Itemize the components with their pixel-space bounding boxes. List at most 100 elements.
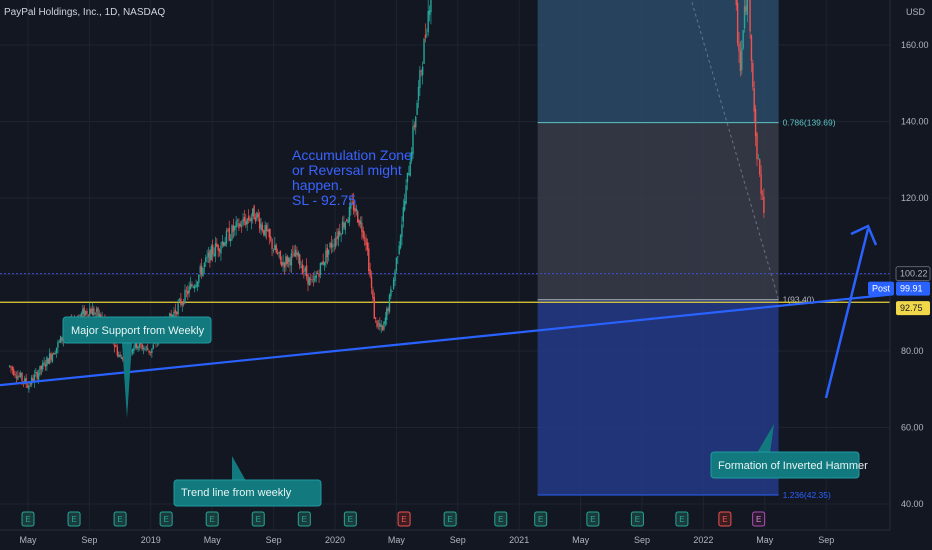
candle-up (246, 218, 248, 231)
candle-down (305, 258, 308, 281)
candle-down (322, 253, 324, 266)
candle-up (410, 146, 413, 164)
candle-down (11, 365, 14, 375)
earnings-event-marker[interactable]: E (494, 511, 508, 527)
earnings-event-marker[interactable]: E (159, 511, 173, 527)
candle-down (10, 365, 12, 373)
earnings-event-marker[interactable]: E (586, 511, 600, 527)
candle-up (131, 348, 134, 356)
candle-up (198, 274, 200, 288)
earnings-event-marker[interactable]: E (534, 511, 548, 527)
earnings-event-letter: E (722, 515, 727, 524)
candle-up (272, 248, 275, 254)
candle-up (181, 301, 183, 312)
candle-down (358, 219, 360, 228)
earnings-event-marker[interactable]: E (21, 511, 35, 527)
earnings-event-marker[interactable]: E (397, 511, 411, 527)
candle-up (340, 233, 342, 243)
candle-down (745, 0, 747, 16)
earnings-event-marker[interactable]: E (675, 511, 689, 527)
candle-up (17, 370, 19, 381)
candle-down (312, 272, 315, 287)
candle-down (381, 324, 384, 331)
candle-down (413, 121, 416, 131)
candle-up (390, 285, 392, 300)
candle-up (224, 237, 226, 247)
candle-up (388, 293, 391, 314)
candle-up (42, 359, 44, 373)
earnings-event-marker[interactable]: E (113, 511, 127, 527)
candle-down (263, 229, 265, 237)
candle-down (15, 371, 18, 384)
candle-down (97, 306, 99, 318)
candle-up (54, 350, 56, 355)
price-label-text: 99.91 (900, 284, 923, 294)
candle-down (345, 218, 348, 223)
weekly-trend-line[interactable] (0, 290, 919, 387)
candle-up (234, 225, 236, 237)
candle-down (296, 246, 298, 260)
candle-up (294, 244, 297, 258)
candle-down (753, 81, 755, 122)
candle-down (318, 269, 320, 284)
candle-up (344, 221, 346, 235)
earnings-event-marker[interactable]: E (205, 511, 219, 527)
candle-down (47, 357, 49, 364)
y-tick-label: 120.00 (901, 193, 929, 203)
candle-up (406, 172, 409, 191)
candle-up (39, 365, 41, 377)
candle-up (337, 228, 340, 247)
candle-down (223, 241, 225, 248)
candle-down (61, 337, 63, 345)
candle-up (321, 261, 323, 266)
candle-down (119, 351, 121, 358)
candle-down (209, 249, 211, 268)
earnings-event-letter: E (25, 515, 30, 524)
candle-down (752, 59, 754, 91)
candle-up (412, 119, 414, 159)
candle-down (218, 247, 221, 257)
callout-inverted-hammer[interactable]: Formation of Inverted Hammer (710, 424, 868, 479)
chart-title: PayPal Holdings, Inc., 1D, NASDAQ (4, 7, 165, 18)
price-axis[interactable]: 40.0060.0080.00100.00120.00140.00160.001… (889, 0, 932, 530)
earnings-event-marker[interactable]: E (630, 511, 644, 527)
candle-down (276, 248, 279, 256)
candle-up (206, 249, 208, 263)
time-axis[interactable]: May Sep 2019 May Sep 2020 May Sep 2021 May Sep 2022… (0, 529, 890, 545)
candle-up (392, 276, 395, 291)
earnings-event-letter: E (447, 515, 452, 524)
candle-down (763, 188, 765, 219)
candle-down (148, 350, 150, 356)
candle-up (48, 348, 51, 365)
candle-up (290, 248, 293, 273)
candle-up (184, 284, 186, 305)
earnings-event-marker[interactable]: E (443, 511, 457, 527)
earnings-event-marker[interactable]: E (752, 511, 766, 527)
earnings-event-marker[interactable]: E (718, 511, 732, 527)
callout-major-support[interactable]: Major Support from Weekly (62, 316, 212, 418)
candle-down (44, 359, 47, 371)
candle-up (287, 256, 290, 268)
earnings-event-letter: E (401, 515, 406, 524)
candle-down (240, 220, 243, 233)
earnings-event-marker[interactable]: E (297, 511, 311, 527)
candle-down (316, 270, 319, 275)
candle-down (376, 319, 378, 329)
candle-down (170, 309, 172, 317)
candle-up (409, 152, 411, 177)
callout-trend-line[interactable]: Trend line from weekly (173, 456, 322, 507)
candle-down (420, 69, 422, 77)
earnings-event-marker[interactable]: E (343, 511, 357, 527)
candle-up (274, 236, 276, 251)
candle-down (343, 215, 345, 230)
candle-up (82, 304, 84, 317)
earnings-event-marker[interactable]: E (251, 511, 265, 527)
earnings-event-marker[interactable]: E (67, 511, 81, 527)
candle-up (28, 381, 30, 393)
price-label-text: 100.22 (900, 269, 928, 279)
candle-down (238, 218, 240, 232)
candle-up (399, 234, 402, 250)
candle-down (149, 351, 152, 356)
